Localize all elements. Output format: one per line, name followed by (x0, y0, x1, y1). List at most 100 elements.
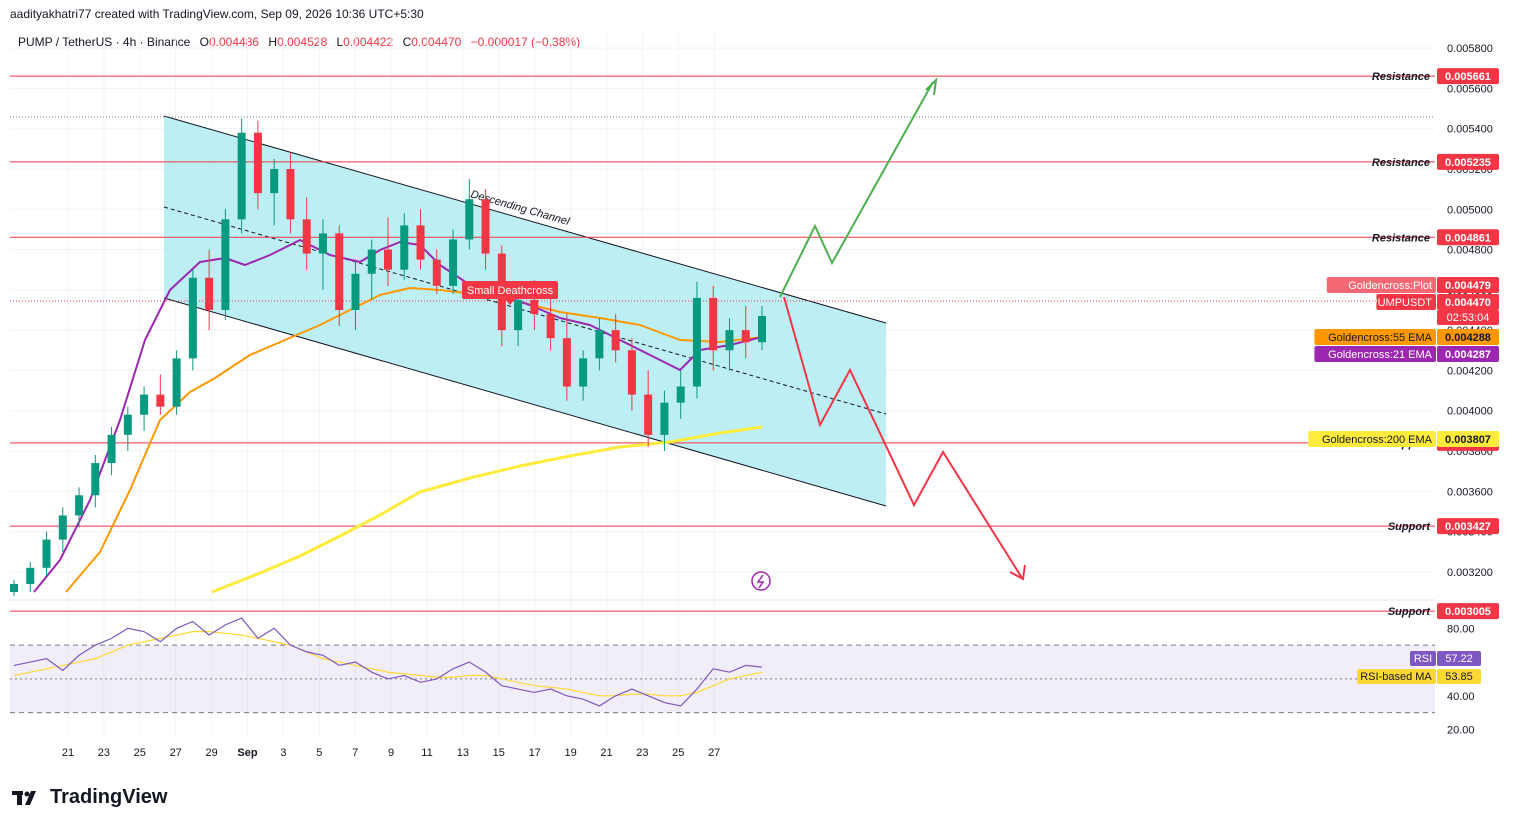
candle-body (432, 259, 441, 286)
time-tick-label: 13 (457, 747, 469, 759)
candle-body (644, 394, 653, 435)
time-tick-label: 21 (62, 747, 74, 759)
candle-body (335, 233, 344, 310)
candle-body (253, 132, 262, 194)
time-axis: 21 23 25 27 29 Sep 3 5 7 9 11 13 15 17 19 21 23 25 27 (62, 747, 720, 759)
candle-body (172, 358, 181, 407)
rsi-ma-line (13, 631, 763, 697)
price-axis: 0.0058000.0056000.0054000.0052000.005000… (1447, 43, 1493, 736)
indicator-value-tag (1437, 346, 1499, 362)
time-tick-label: 27 (708, 747, 720, 759)
price-tick-label: 0.003600 (1447, 486, 1493, 498)
rsi-value-tag (1437, 651, 1481, 666)
high-label: H (268, 35, 278, 49)
bolt-glyph (756, 574, 765, 589)
close-label: C (402, 35, 412, 49)
time-tick-label: 15 (493, 747, 505, 759)
rsi-name-tag (1410, 651, 1436, 666)
candle-body (514, 299, 523, 331)
rsi-ma-name: RSI-based MA (1360, 671, 1432, 683)
candle-body (91, 463, 100, 496)
level-tag (1437, 68, 1499, 85)
indicator-name-tag (1314, 346, 1436, 362)
ema-lines (33, 239, 763, 594)
change-value: −0.000017 (−0.38%) (470, 35, 581, 49)
time-tick-label: 25 (672, 747, 684, 759)
candle-body (205, 277, 214, 310)
candle-body (384, 249, 392, 270)
channel-bottom-line (163, 297, 887, 507)
level-label: Support (1388, 521, 1431, 533)
candle-body (188, 277, 197, 359)
time-tick-label: 25 (134, 747, 146, 759)
indicator-value-tag (1437, 329, 1499, 345)
rsi-band (10, 645, 1435, 713)
indicator-value: 0.004288 (1445, 332, 1491, 344)
deathcross-tag (462, 281, 558, 299)
candle-body (546, 314, 555, 339)
tradingview-logo-icon (12, 790, 36, 805)
time-tick-label: 29 (205, 747, 217, 759)
level-tag-value: 0.005235 (1445, 157, 1491, 169)
candle-body (400, 225, 409, 270)
candle-body (741, 330, 750, 343)
brand-name: TradingView (50, 786, 168, 808)
channel-fill (164, 116, 886, 506)
time-tick-label: 11 (421, 747, 432, 759)
time-tick-label: 23 (636, 747, 648, 759)
candle-body (416, 225, 425, 260)
level-label: Resistance (1372, 232, 1430, 244)
time-tick-label: 23 (98, 747, 110, 759)
indicator-name: PUMPUSDT (1370, 297, 1432, 309)
rsi-tick-label: 20.00 (1447, 725, 1475, 737)
level-tag (1437, 153, 1499, 170)
bullish-projection (779, 81, 934, 298)
candle-body (627, 350, 636, 395)
indicator-value-tag (1437, 294, 1499, 310)
candle-body (351, 273, 360, 310)
time-tick-label: 19 (564, 747, 576, 759)
level-label: Resistance (1372, 71, 1430, 83)
time-tick-label: 27 (170, 747, 182, 759)
rsi-ma-name-tag (1357, 669, 1436, 684)
candle-body (449, 239, 458, 286)
price-tick-label: 0.004800 (1447, 245, 1493, 257)
horizontal-levels: Resistance Resistance Resistance Support Sup… (10, 71, 1435, 618)
candle-body (692, 297, 701, 387)
channel-top-line (163, 115, 887, 324)
candle-body (318, 233, 327, 254)
countdown-tag (1437, 310, 1499, 325)
level-label: Support (1388, 606, 1431, 618)
indicator-name-tag (1326, 277, 1436, 293)
level-tag-value: 0.005661 (1445, 71, 1491, 83)
projection-arrows (779, 77, 1026, 581)
candle-body (562, 338, 571, 387)
indicator-name: Goldencross:21 EMA (1328, 349, 1433, 361)
open-value: 0.004486 (209, 35, 260, 49)
tradingview-logo[interactable]: TradingView (12, 786, 167, 809)
price-tick-label: 0.004000 (1447, 406, 1493, 418)
candle-body (660, 402, 669, 435)
indicator-value: 0.003807 (1445, 434, 1491, 446)
candle-body (221, 219, 230, 310)
candle-body (676, 386, 685, 403)
candle-body (465, 199, 474, 240)
rsi-tick-label: 40.00 (1447, 691, 1475, 703)
candle-body (58, 515, 67, 540)
level-tag (1437, 518, 1499, 535)
candle-body (140, 394, 149, 415)
candle-body (26, 567, 35, 584)
candle-body (595, 330, 604, 359)
indicator-value: 0.004479 (1445, 280, 1491, 292)
level-tag-value: 0.003427 (1445, 521, 1491, 533)
candle-body (75, 495, 84, 516)
candle-body (302, 219, 311, 254)
rsi-line (13, 617, 763, 707)
candle-body (123, 414, 132, 435)
indicator-value-tag (1437, 431, 1499, 447)
candle-body (758, 316, 766, 343)
indicator-value: 0.004470 (1445, 297, 1491, 309)
descending-channel: Descending Channel (163, 115, 887, 507)
ema55-line (65, 287, 763, 593)
